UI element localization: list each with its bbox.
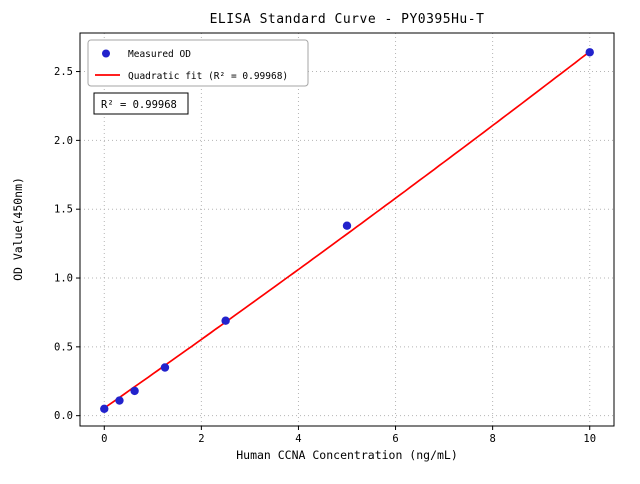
x-tick-label: 6 <box>392 433 398 445</box>
annotation-text: R² = 0.99968 <box>101 99 177 111</box>
x-tick-label: 0 <box>101 433 107 445</box>
y-tick-label: 2.5 <box>54 66 73 78</box>
data-point <box>160 363 170 372</box>
y-tick-label: 2.0 <box>54 135 73 147</box>
data-point <box>100 404 109 413</box>
y-tick-label: 1.0 <box>54 273 73 285</box>
x-tick-label: 2 <box>198 433 204 445</box>
data-point <box>342 221 352 230</box>
legend: Measured OD Quadratic fit (R² = 0.99968) <box>87 39 309 87</box>
legend-box <box>87 39 309 87</box>
y-tick-label: 0.5 <box>54 341 73 353</box>
x-tick-label: 8 <box>489 433 495 445</box>
x-axis-label: Human CCNA Concentration (ng/mL) <box>236 448 458 462</box>
data-point <box>115 396 124 405</box>
x-tick-label: 10 <box>583 433 596 445</box>
y-tick-label: 1.5 <box>54 204 73 216</box>
plot-area: 0 2 4 6 8 10 0.0 0.5 1.0 1.5 2.0 2.5 <box>54 32 615 445</box>
x-tick-label: 4 <box>295 433 301 445</box>
data-point <box>585 48 594 57</box>
y-tick-label: 0.0 <box>54 410 73 422</box>
annotation-box <box>93 92 189 115</box>
legend-label-measured-od: Measured OD <box>128 49 191 60</box>
y-axis-label: OD Value(450nm) <box>11 177 25 281</box>
legend-label-quadratic-fit: Quadratic fit (R² = 0.99968) <box>128 71 288 82</box>
chart-title: ELISA Standard Curve - PY0395Hu-T <box>210 12 485 27</box>
quadratic-fit-line <box>103 50 591 409</box>
r-squared-annotation: R² = 0.99968 <box>93 92 189 115</box>
data-point <box>221 316 230 325</box>
legend-marker-measured-od-icon <box>102 49 110 58</box>
plot-frame <box>79 32 615 427</box>
data-point <box>130 386 139 396</box>
